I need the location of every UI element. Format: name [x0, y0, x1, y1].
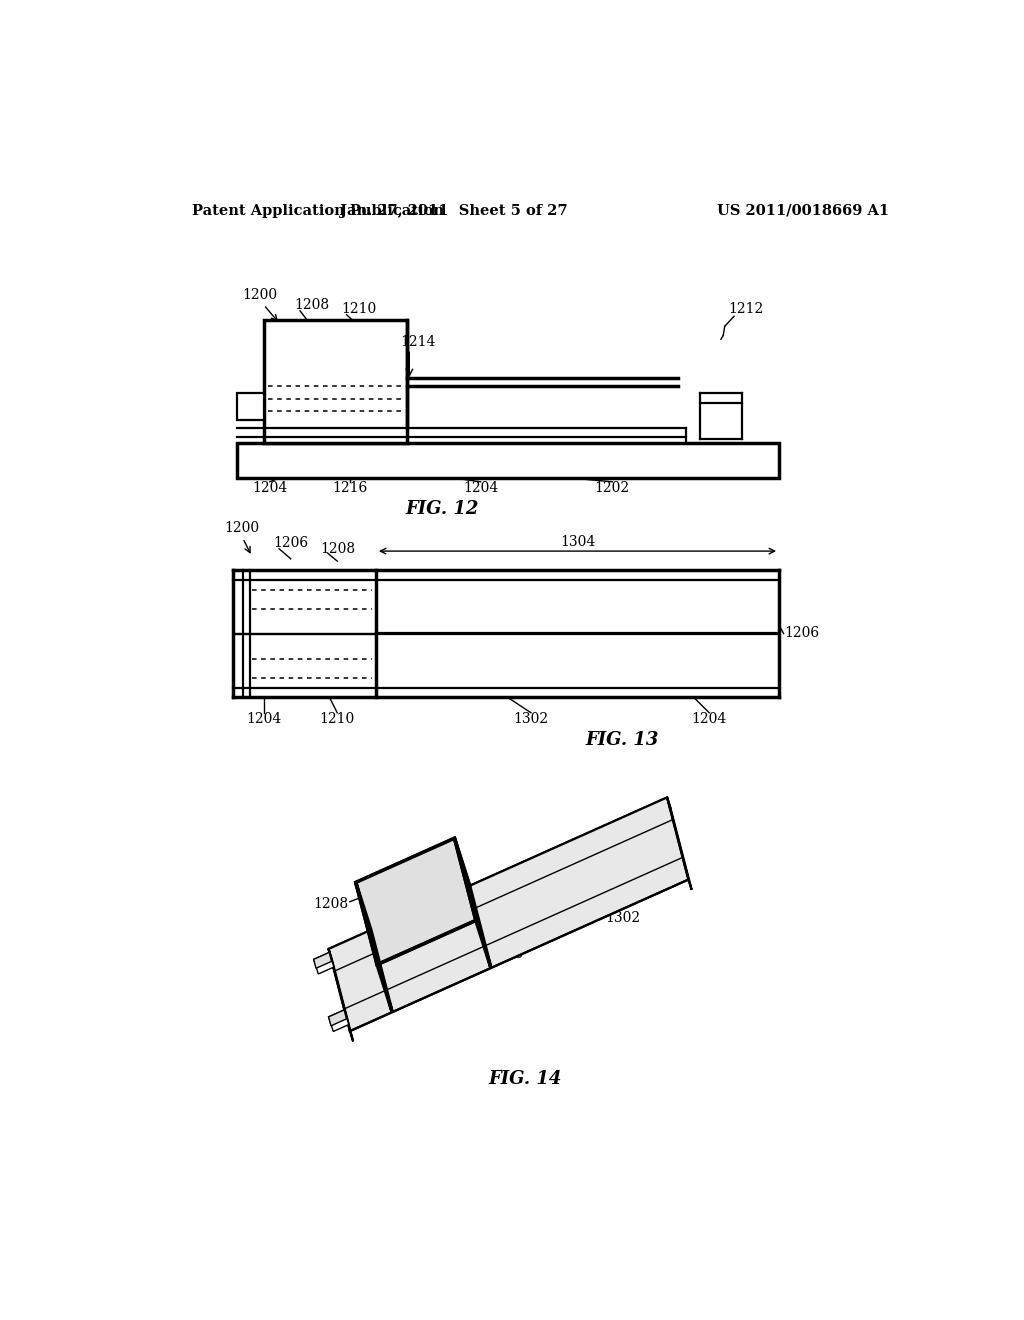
Polygon shape — [355, 838, 470, 931]
Text: 1214: 1214 — [400, 335, 436, 348]
Text: 1204: 1204 — [474, 907, 509, 921]
Text: US 2011/0018669 A1: US 2011/0018669 A1 — [717, 203, 889, 218]
Text: 1202: 1202 — [595, 480, 630, 495]
Polygon shape — [667, 797, 691, 890]
Text: FIG. 13: FIG. 13 — [586, 731, 659, 748]
Polygon shape — [329, 1010, 346, 1026]
Text: 1206: 1206 — [273, 536, 309, 550]
Text: 1200: 1200 — [243, 289, 278, 302]
Polygon shape — [329, 797, 688, 1031]
Text: 1302: 1302 — [605, 911, 641, 925]
Text: 1304: 1304 — [560, 535, 595, 549]
Text: FIG. 14: FIG. 14 — [488, 1069, 561, 1088]
Bar — [237, 444, 779, 478]
Text: 1208: 1208 — [321, 541, 355, 556]
Polygon shape — [329, 949, 353, 1041]
Text: 1216: 1216 — [332, 480, 368, 495]
Polygon shape — [313, 953, 334, 974]
Polygon shape — [329, 797, 671, 960]
Polygon shape — [355, 838, 476, 965]
Text: FIG. 12: FIG. 12 — [406, 500, 478, 517]
Polygon shape — [329, 1010, 349, 1031]
Text: 1204: 1204 — [463, 480, 499, 495]
Bar — [237, 393, 263, 420]
Text: 1208: 1208 — [313, 898, 348, 911]
Text: Patent Application Publication: Patent Application Publication — [191, 203, 443, 218]
Polygon shape — [313, 953, 332, 969]
Text: 1210: 1210 — [319, 711, 355, 726]
Text: 1204: 1204 — [691, 711, 727, 726]
Text: 1200: 1200 — [224, 521, 259, 535]
Text: 1206: 1206 — [784, 627, 819, 640]
Text: 1302: 1302 — [513, 711, 549, 726]
Text: 1204: 1204 — [247, 711, 282, 726]
Polygon shape — [355, 883, 392, 1012]
Text: 1208: 1208 — [295, 298, 330, 312]
Text: Jan. 27, 2011  Sheet 5 of 27: Jan. 27, 2011 Sheet 5 of 27 — [340, 203, 567, 218]
Text: 1212: 1212 — [729, 301, 764, 315]
Text: 1206: 1206 — [488, 946, 523, 961]
Text: 1204: 1204 — [252, 480, 288, 495]
Text: 1210: 1210 — [341, 301, 377, 315]
Bar — [263, 321, 407, 444]
Polygon shape — [455, 838, 490, 968]
